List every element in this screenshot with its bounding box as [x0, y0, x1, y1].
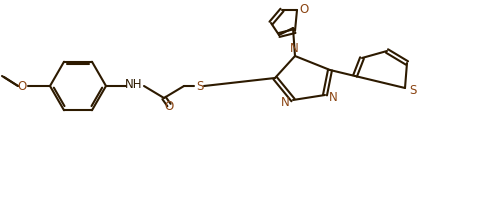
Text: NH: NH — [125, 77, 143, 90]
Text: O: O — [165, 100, 174, 112]
Text: S: S — [409, 84, 417, 96]
Text: N: N — [289, 42, 298, 54]
Text: N: N — [329, 90, 337, 104]
Text: S: S — [197, 80, 204, 92]
Text: O: O — [300, 3, 309, 15]
Text: O: O — [17, 80, 27, 92]
Text: N: N — [281, 95, 289, 109]
